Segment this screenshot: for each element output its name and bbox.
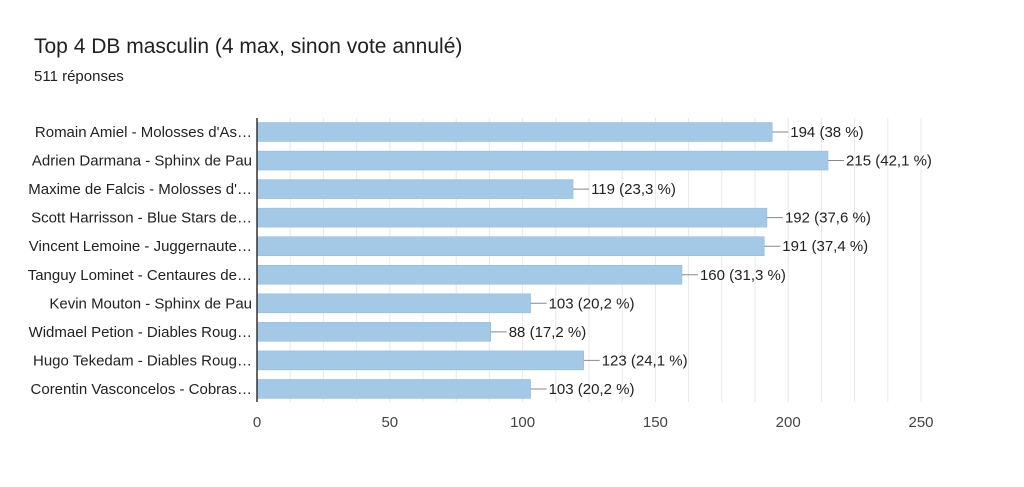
bar	[256, 265, 683, 285]
data-label: 192 (37,6 %)	[785, 210, 871, 227]
bar	[256, 350, 584, 371]
data-label: 103 (20,2 %)	[549, 295, 635, 312]
category-label: Romain Amiel - Molosses d'As…	[35, 124, 252, 141]
category-label: Hugo Tekedam - Diables Roug…	[33, 352, 252, 369]
data-label: 194 (38 %)	[790, 124, 863, 141]
bar	[256, 207, 768, 228]
bar	[256, 179, 574, 199]
category-label: Corentin Vasconcelos - Cobras…	[31, 381, 252, 398]
category-label: Widmael Petion - Diables Roug…	[29, 324, 252, 341]
data-label: 103 (20,2 %)	[549, 381, 635, 398]
bar	[256, 379, 531, 399]
data-label: 88 (17,2 %)	[509, 324, 587, 341]
data-label: 191 (37,4 %)	[782, 238, 868, 255]
x-tick-label: 200	[776, 414, 801, 431]
category-label: Maxime de Falcis - Molosses d'…	[28, 181, 252, 198]
bar	[256, 293, 531, 314]
data-label: 119 (23,3 %)	[591, 181, 676, 198]
category-label: Vincent Lemoine - Juggernaute…	[29, 238, 252, 255]
data-label: 123 (24,1 %)	[602, 352, 688, 369]
bars	[256, 122, 845, 399]
x-tick-label: 0	[253, 414, 261, 431]
bar	[256, 322, 491, 342]
x-tick-label: 250	[908, 414, 933, 431]
x-tick-label: 50	[381, 414, 398, 431]
category-label: Scott Harrisson - Blue Stars de…	[31, 210, 252, 227]
bar	[256, 122, 773, 142]
x-tick-label: 150	[643, 414, 668, 431]
chart-title: Top 4 DB masculin (4 max, sinon vote ann…	[34, 35, 463, 58]
data-label: 215 (42,1 %)	[846, 153, 932, 170]
bar	[256, 236, 765, 256]
x-tick-label: 100	[510, 414, 535, 431]
response-count: 511 réponses	[34, 68, 124, 85]
category-label: Adrien Darmana - Sphinx de Pau	[32, 153, 252, 170]
category-label: Tanguy Lominet - Centaures de…	[28, 267, 252, 284]
labels: 194 (38 %) Romain Amiel - Molosses d'As… 2…	[28, 124, 934, 431]
bar	[256, 150, 829, 171]
category-label: Kevin Mouton - Sphinx de Pau	[49, 295, 252, 312]
data-label: 160 (31,3 %)	[700, 267, 786, 284]
